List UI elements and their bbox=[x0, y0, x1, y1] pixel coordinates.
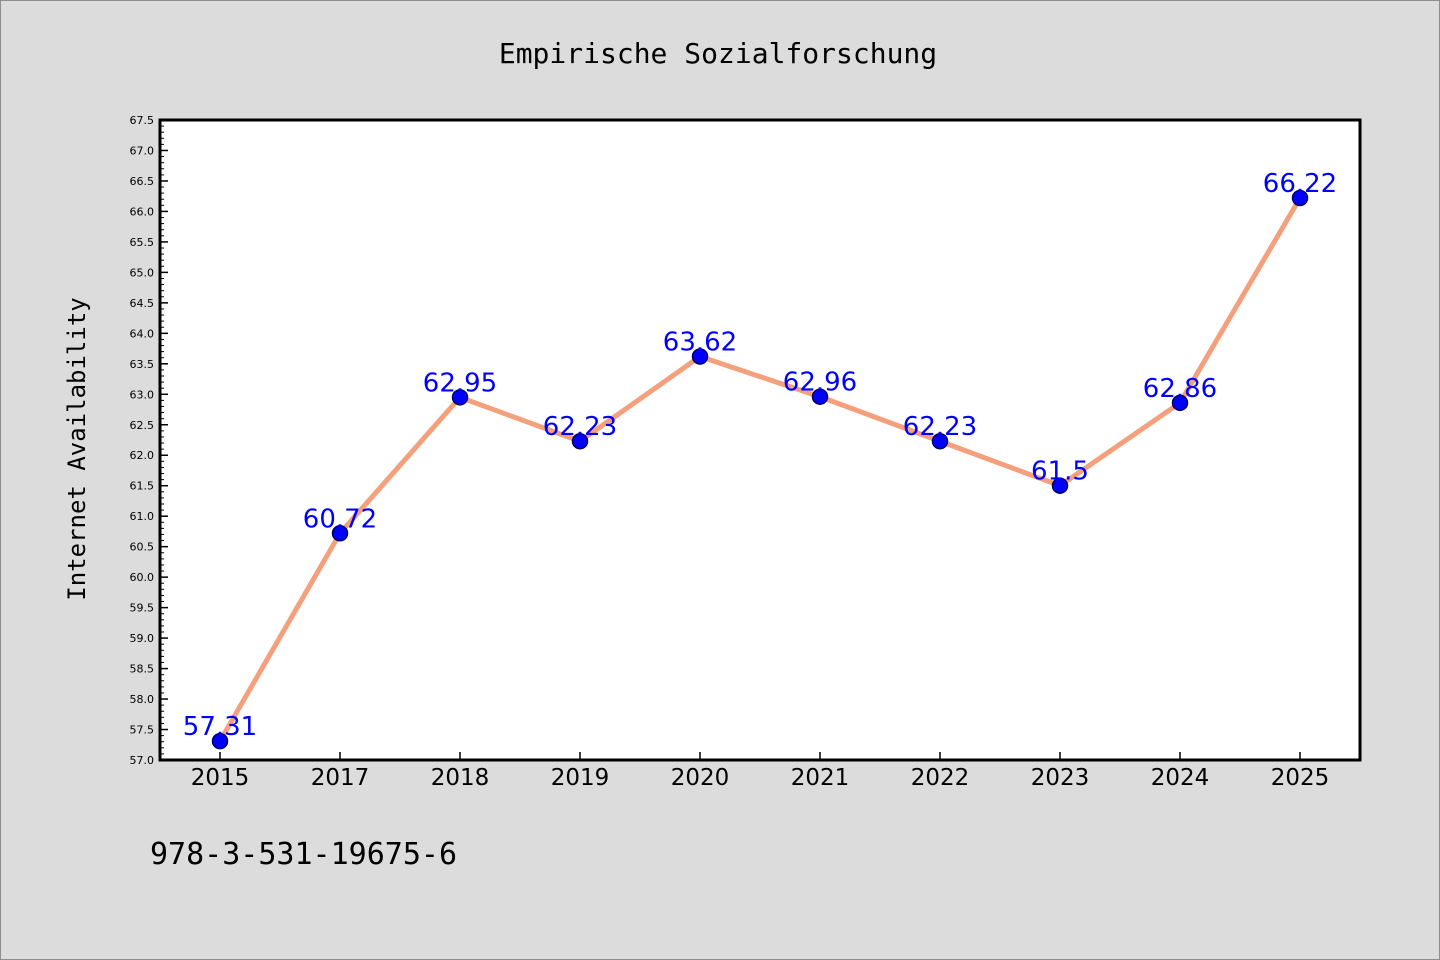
x-tick-label: 2024 bbox=[1151, 765, 1210, 791]
data-label: 62.95 bbox=[423, 368, 497, 398]
x-tick-label: 2017 bbox=[311, 765, 370, 791]
y-tick-label: 60.0 bbox=[130, 571, 155, 584]
data-label: 62.96 bbox=[783, 368, 857, 398]
data-labels: 57.31 60.72 62.95 62.23 63.62 62.96 62.23 61.5 6… bbox=[183, 169, 1337, 742]
data-point bbox=[811, 388, 829, 405]
x-tick-label: 2023 bbox=[1031, 765, 1090, 791]
data-point bbox=[1171, 394, 1189, 412]
data-point bbox=[1051, 477, 1069, 494]
data-label: 66.22 bbox=[1263, 169, 1337, 199]
y-tick-label: 58.0 bbox=[130, 693, 155, 706]
data-point bbox=[451, 389, 469, 406]
y-tick-label: 57.5 bbox=[130, 724, 155, 737]
y-tick-label: 59.5 bbox=[130, 602, 155, 615]
y-tick-label: 62.5 bbox=[130, 419, 155, 432]
plot-area bbox=[160, 120, 1360, 760]
y-tick-label: 60.5 bbox=[130, 541, 155, 554]
data-point bbox=[1291, 189, 1309, 207]
x-tick-label: 2021 bbox=[791, 765, 850, 791]
data-label: 62.23 bbox=[543, 412, 617, 442]
data-point bbox=[931, 432, 949, 450]
data-label: 60.72 bbox=[303, 504, 377, 534]
y-tick-label: 67.0 bbox=[130, 144, 155, 157]
x-tick-label: 2022 bbox=[911, 765, 970, 791]
y-tick-label: 65.5 bbox=[130, 236, 155, 249]
data-point bbox=[211, 732, 229, 750]
data-label: 57.31 bbox=[183, 712, 257, 742]
x-tick-label: 2015 bbox=[191, 765, 250, 791]
y-tick-label: 67.5 bbox=[130, 114, 155, 127]
y-tick-label: 64.0 bbox=[130, 327, 155, 340]
y-tick-label: 63.5 bbox=[130, 358, 155, 371]
y-tick-label: 61.0 bbox=[130, 510, 155, 523]
x-tick-label: 2025 bbox=[1271, 765, 1330, 791]
x-tick-label: 2020 bbox=[671, 765, 730, 791]
chart-title: Empirische Sozialforschung bbox=[499, 37, 937, 70]
y-tick-label: 65.0 bbox=[130, 266, 155, 279]
y-tick-label: 63.0 bbox=[130, 388, 155, 401]
data-markers bbox=[211, 189, 1309, 750]
y-tick-label: 57.0 bbox=[130, 754, 155, 767]
y-tick-label: 66.5 bbox=[130, 175, 155, 188]
series-line bbox=[217, 195, 1303, 744]
y-tick-label: 59.0 bbox=[130, 632, 155, 645]
y-tick-label: 66.0 bbox=[130, 205, 155, 218]
data-label: 63.62 bbox=[663, 327, 737, 357]
data-label: 62.23 bbox=[903, 412, 977, 442]
data-point bbox=[691, 348, 709, 365]
x-tick-label: 2018 bbox=[431, 765, 490, 791]
footer-isbn: 978-3-531-19675-6 bbox=[150, 837, 457, 872]
x-tick-label: 2019 bbox=[551, 765, 610, 791]
y-tick-label: 62.0 bbox=[130, 449, 155, 462]
y-tick-label: 61.5 bbox=[130, 480, 155, 493]
data-label: 61.5 bbox=[1031, 457, 1089, 487]
data-label: 62.86 bbox=[1143, 374, 1217, 404]
y-tick-label: 58.5 bbox=[130, 663, 155, 676]
data-point bbox=[331, 525, 349, 542]
data-point bbox=[571, 432, 589, 450]
y-axis-label: Internet Availability bbox=[63, 297, 91, 600]
y-tick-label: 64.5 bbox=[130, 297, 155, 310]
plot-frame bbox=[158, 118, 1362, 762]
